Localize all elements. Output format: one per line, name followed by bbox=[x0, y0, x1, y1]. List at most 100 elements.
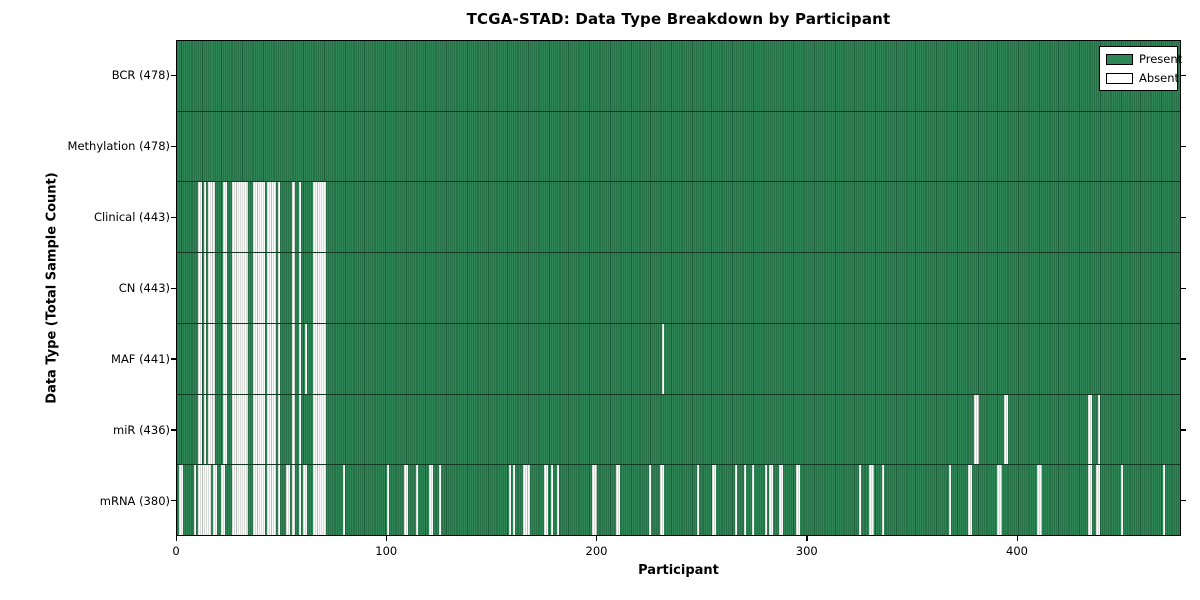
absent-stripe bbox=[277, 394, 280, 465]
absent-stripe bbox=[231, 253, 249, 323]
absent-stripe bbox=[197, 253, 203, 323]
ytick-mark-left bbox=[171, 429, 176, 431]
absent-stripe bbox=[997, 465, 1002, 536]
ytick-label-clinical: Clinical (443) bbox=[93, 210, 170, 225]
absent-stripe bbox=[223, 323, 228, 394]
absent-stripe bbox=[292, 182, 295, 253]
absent-stripe bbox=[735, 465, 738, 536]
absent-stripe bbox=[1087, 394, 1092, 465]
ytick-mark-left bbox=[171, 145, 176, 148]
absent-stripe bbox=[974, 394, 979, 465]
absent-stripe bbox=[386, 465, 389, 536]
absent-stripe bbox=[231, 182, 249, 253]
ytick-label-cn: CN (443) bbox=[118, 281, 170, 295]
ytick-mark-left bbox=[171, 216, 176, 218]
absent-stripe bbox=[313, 323, 326, 394]
absent-stripe bbox=[204, 253, 207, 323]
row-cn bbox=[177, 253, 1180, 324]
absent-stripe bbox=[949, 465, 952, 536]
absent-stripe bbox=[197, 465, 211, 536]
absent-stripe bbox=[796, 465, 801, 536]
absent-stripe bbox=[439, 465, 442, 536]
xtick-label-200: 200 bbox=[585, 544, 608, 558]
absent-stripe bbox=[298, 182, 301, 253]
xtick-label-100: 100 bbox=[375, 544, 398, 558]
row-mir bbox=[177, 394, 1180, 466]
absent-stripe bbox=[523, 465, 530, 536]
absent-stripe bbox=[764, 465, 767, 536]
ytick-mark-right bbox=[1181, 216, 1186, 218]
chart-title: TCGA-STAD: Data Type Breakdown by Partic… bbox=[466, 10, 891, 28]
absent-stripe bbox=[277, 323, 280, 394]
absent-stripe bbox=[508, 465, 511, 536]
absent-stripe bbox=[212, 465, 217, 536]
ytick-label-bcr: BCR (478) bbox=[111, 68, 170, 83]
ytick-mark-right bbox=[1181, 500, 1186, 502]
absent-stripe bbox=[768, 465, 773, 536]
absent-stripe bbox=[556, 465, 559, 536]
xtick-mark-400 bbox=[1016, 536, 1018, 541]
absent-stripe bbox=[292, 394, 295, 465]
plot-area bbox=[176, 40, 1181, 536]
absent-stripe bbox=[1087, 465, 1092, 536]
absent-stripe bbox=[298, 253, 301, 323]
row-bcr bbox=[177, 41, 1180, 112]
absent-stripe bbox=[968, 465, 973, 536]
absent-stripe bbox=[403, 465, 408, 536]
absent-stripe bbox=[277, 253, 280, 323]
absent-stripe bbox=[882, 465, 885, 536]
row-clinical bbox=[177, 182, 1180, 254]
row-methylation bbox=[177, 111, 1180, 183]
absent-stripe bbox=[544, 465, 549, 536]
absent-stripe bbox=[204, 323, 207, 394]
legend-absent-label: Absent bbox=[1139, 71, 1180, 85]
row-mrna bbox=[177, 465, 1180, 536]
absent-stripe bbox=[779, 465, 784, 536]
absent-stripe bbox=[292, 253, 295, 323]
absent-stripe bbox=[292, 465, 295, 536]
absent-stripe bbox=[1096, 465, 1101, 536]
absent-stripe bbox=[659, 465, 664, 536]
absent-stripe bbox=[267, 182, 276, 253]
absent-stripe bbox=[550, 465, 553, 536]
absent-stripe bbox=[649, 465, 652, 536]
absent-stripe bbox=[252, 465, 266, 536]
y-axis-label: Data Type (Total Sample Count) bbox=[44, 172, 60, 404]
absent-stripe bbox=[197, 323, 203, 394]
absent-stripe bbox=[1098, 394, 1101, 465]
absent-stripe bbox=[1037, 465, 1042, 536]
absent-stripe bbox=[298, 394, 301, 465]
absent-stripe bbox=[743, 465, 746, 536]
absent-stripe bbox=[869, 465, 874, 536]
absent-stripe bbox=[223, 394, 228, 465]
ytick-label-maf: MAF (441) bbox=[111, 351, 170, 366]
absent-stripe bbox=[197, 394, 203, 465]
absent-stripe bbox=[277, 182, 280, 253]
legend-absent-swatch-icon bbox=[1106, 72, 1133, 84]
absent-stripe bbox=[267, 394, 276, 465]
ytick-label-mir: miR (436) bbox=[113, 422, 170, 437]
absent-stripe bbox=[221, 465, 226, 536]
xtick-label-300: 300 bbox=[795, 544, 818, 558]
absent-stripe bbox=[223, 253, 228, 323]
absent-stripe bbox=[858, 465, 862, 536]
absent-stripe bbox=[592, 465, 597, 536]
absent-stripe bbox=[197, 182, 203, 253]
ytick-mark-left bbox=[171, 287, 176, 289]
ytick-label-methylation: Methylation (478) bbox=[67, 139, 170, 154]
ytick-mark-left bbox=[171, 500, 176, 502]
ytick-mark-right bbox=[1181, 145, 1186, 148]
absent-stripe bbox=[252, 253, 266, 323]
absent-stripe bbox=[252, 323, 266, 394]
ytick-mark-right bbox=[1181, 358, 1186, 360]
absent-stripe bbox=[712, 465, 717, 536]
absent-stripe bbox=[313, 253, 326, 323]
absent-stripe bbox=[231, 323, 249, 394]
ytick-mark-right bbox=[1181, 74, 1186, 77]
ytick-mark-left bbox=[171, 74, 176, 77]
absent-stripe bbox=[751, 465, 755, 536]
absent-stripe bbox=[231, 394, 249, 465]
absent-stripe bbox=[302, 465, 308, 536]
absent-stripe bbox=[1163, 465, 1166, 536]
